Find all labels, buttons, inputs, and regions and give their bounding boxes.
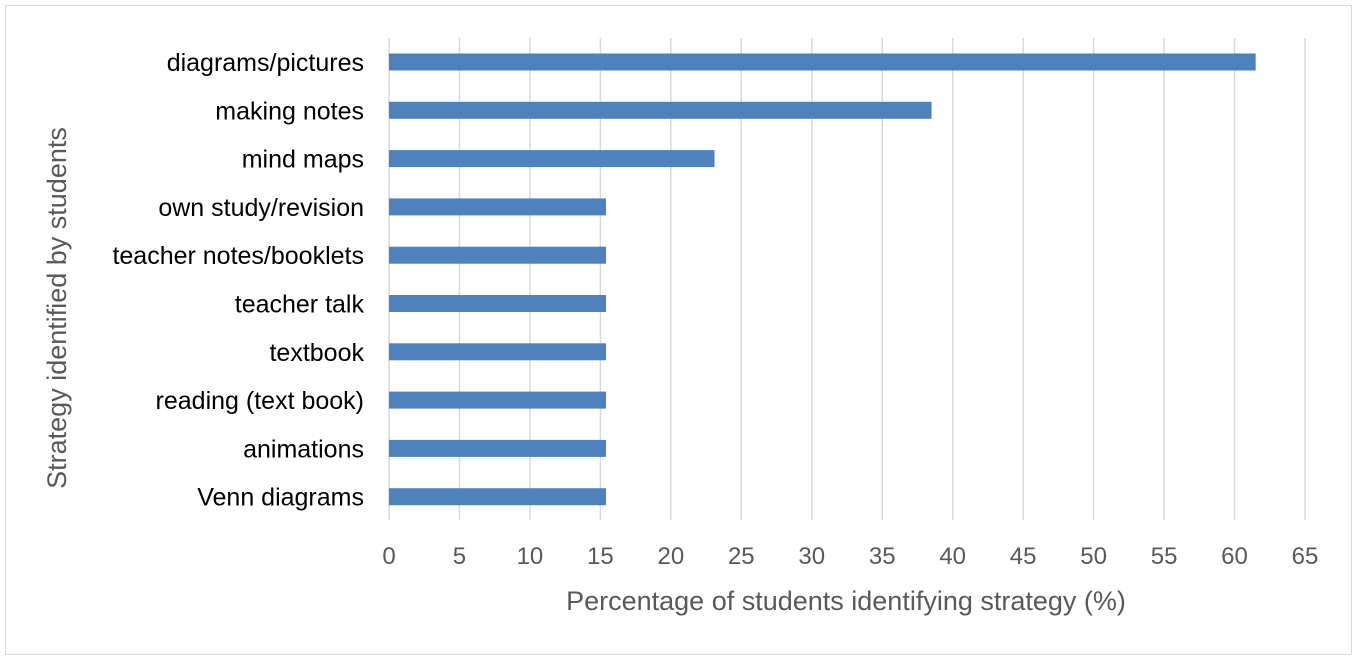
x-tick-label: 40: [939, 543, 966, 570]
category-label: teacher talk: [235, 291, 365, 319]
x-axis-title: Percentage of students identifying strat…: [566, 586, 1126, 616]
x-tick-label: 10: [517, 543, 544, 570]
bar: [389, 246, 607, 264]
x-tick-label: 20: [657, 543, 684, 570]
x-tick-label: 25: [728, 543, 755, 570]
bar: [389, 101, 932, 119]
x-tick-label: 5: [453, 543, 466, 570]
category-label: textbook: [269, 339, 364, 367]
bars: [389, 53, 1256, 506]
bar: [389, 343, 607, 361]
category-label: Venn diagrams: [197, 484, 364, 512]
x-tick-label: 60: [1221, 543, 1248, 570]
bar: [389, 488, 607, 506]
category-label: own study/revision: [158, 194, 364, 222]
category-label: teacher notes/booklets: [112, 242, 364, 270]
bar: [389, 391, 607, 409]
x-tick-labels: 0 5 10 15 20 25 30 35 40 45 50 55 60 65: [382, 543, 1318, 570]
x-tick-label: 15: [587, 543, 614, 570]
x-tick-label: 45: [1010, 543, 1037, 570]
bar: [389, 53, 1256, 71]
gridlines: [388, 38, 1306, 520]
y-axis-title: Strategy identified by students: [42, 127, 72, 489]
category-labels: diagrams/pictures making notes mind maps ow…: [112, 49, 364, 512]
bar: [389, 150, 715, 168]
category-label: animations: [243, 435, 364, 463]
x-tick-label: 0: [382, 543, 395, 570]
bar: [389, 439, 607, 457]
category-label: diagrams/pictures: [167, 49, 364, 77]
x-tick-label: 65: [1292, 543, 1319, 570]
bar: [389, 198, 607, 216]
x-tick-label: 35: [869, 543, 896, 570]
x-tick-label: 55: [1151, 543, 1178, 570]
bar: [389, 295, 607, 312]
x-tick-label: 30: [798, 543, 825, 570]
category-label: making notes: [215, 97, 364, 125]
x-tick-label: 50: [1080, 543, 1107, 570]
category-label: mind maps: [242, 146, 364, 174]
category-label: reading (text book): [156, 387, 364, 415]
